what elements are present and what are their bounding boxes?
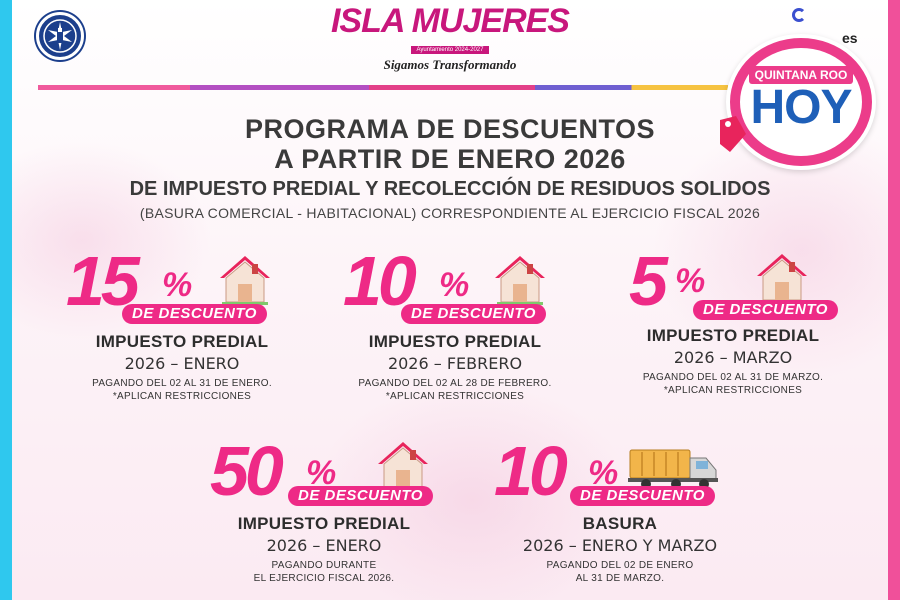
percent-sign: %	[306, 454, 337, 492]
card-period: 2026 – ENERO Y MARZO	[522, 536, 718, 555]
card-concept: BASURA	[582, 514, 658, 533]
card-note-line-1: PAGANDO DEL 02 DE ENERO	[546, 560, 694, 571]
discount-value: 10	[494, 432, 568, 510]
percent-sign: %	[675, 262, 706, 300]
card-note: PAGANDO DEL 02 AL 28 DE FEBRERO. *APLICA…	[325, 377, 585, 403]
discount-label-pill: DE DESCUENTO	[401, 304, 546, 324]
title-line-1: PROGRAMA DE DESCUENTOS	[244, 114, 656, 144]
card-period: 2026 – ENERO	[124, 354, 240, 373]
card-period: 2026 – ENERO	[266, 536, 382, 555]
badge-top-text: QUINTANA ROO	[748, 66, 854, 84]
card-note-line-1: PAGANDO DEL 02 AL 31 DE MARZO.	[642, 372, 824, 383]
card-note: PAGANDO DURANTE EL EJERCICIO FISCAL 2026…	[194, 559, 454, 585]
card-note-line-1: PAGANDO DEL 02 AL 28 DE FEBRERO.	[358, 378, 552, 389]
discount-label-pill: DE DESCUENTO	[693, 300, 838, 320]
percent-sign: %	[439, 266, 470, 304]
card-note-line-2: AL 31 DE MARZO.	[575, 573, 665, 584]
card-note-line-2: *APLICAN RESTRICCIONES	[112, 391, 252, 402]
municipal-seal-logo	[36, 12, 84, 60]
discount-card-5: 10 % DE DESCUENTO BASURA 2026 – ENERO Y …	[490, 432, 750, 585]
color-divider	[38, 85, 728, 90]
discount-card-3: 5 % DE DESCUENTO IMPUESTO PREDIAL 2026 –…	[603, 242, 863, 397]
percent-sign: %	[588, 454, 619, 492]
card-note-line-2: *APLICAN RESTRICCIONES	[385, 391, 525, 402]
discount-card-4: 50 % DE DESCUENTO IMPUESTO PREDIAL 2026 …	[194, 432, 454, 585]
discount-value: 10	[343, 242, 417, 320]
house-icon	[216, 254, 274, 310]
partner-logo-icon	[792, 8, 806, 22]
partner-text: es	[842, 30, 858, 46]
title-line-2: A PARTIR DE ENERO 2026	[274, 144, 626, 174]
subtitle-detail: (BASURA COMERCIAL - HABITACIONAL) CORRES…	[139, 205, 761, 221]
percent-sign: %	[162, 266, 193, 304]
card-note-line-2: *APLICAN RESTRICCIONES	[663, 385, 803, 396]
card-note-line-2: EL EJERCICIO FISCAL 2026.	[253, 573, 395, 584]
badge-main-text: HOY	[750, 81, 852, 134]
card-note: PAGANDO DEL 02 DE ENERO AL 31 DE MARZO.	[490, 559, 750, 585]
brand-slogan: Sigamos Transformando	[383, 57, 517, 72]
discount-value: 15	[66, 242, 140, 320]
card-note-line-1: PAGANDO DURANTE	[271, 560, 377, 571]
card-concept: IMPUESTO PREDIAL	[237, 514, 411, 533]
card-note-line-1: PAGANDO DEL 02 AL 31 DE ENERO.	[92, 378, 272, 389]
card-concept: IMPUESTO PREDIAL	[368, 332, 542, 351]
card-concept: IMPUESTO PREDIAL	[95, 332, 269, 351]
discount-value: 5	[629, 242, 668, 320]
discount-label-pill: DE DESCUENTO	[288, 486, 433, 506]
discount-card-2: 10 % DE DESCUENTO IMPUESTO PREDIAL 2026 …	[325, 242, 585, 403]
price-tag-icon	[716, 114, 750, 158]
card-period: 2026 – MARZO	[673, 348, 793, 367]
discount-label-pill: DE DESCUENTO	[570, 486, 715, 506]
card-concept: IMPUESTO PREDIAL	[646, 326, 820, 345]
brand-name: ISLA MUJERES	[330, 2, 570, 40]
discount-label-pill: DE DESCUENTO	[122, 304, 267, 324]
house-icon	[491, 254, 549, 310]
garbage-truck-icon	[628, 444, 720, 494]
discount-value: 50	[210, 432, 284, 510]
discount-card-1: 15 % DE DESCUENTO IMPUESTO PREDIAL 2026 …	[52, 242, 312, 403]
quintana-roo-hoy-badge: QUINTANA ROO HOY	[726, 34, 876, 170]
house-icon	[374, 440, 432, 496]
brand-block: ISLA MUJERES Ayuntamiento 2024-2027 Siga…	[0, 2, 900, 73]
card-note: PAGANDO DEL 02 AL 31 DE MARZO. *APLICAN …	[603, 371, 863, 397]
card-period: 2026 – FEBRERO	[387, 354, 523, 373]
subtitle: DE IMPUESTO PREDIAL Y RECOLECCIÓN DE RES…	[129, 178, 771, 200]
card-note: PAGANDO DEL 02 AL 31 DE ENERO. *APLICAN …	[52, 377, 312, 403]
brand-sub: Ayuntamiento 2024-2027	[410, 46, 490, 54]
